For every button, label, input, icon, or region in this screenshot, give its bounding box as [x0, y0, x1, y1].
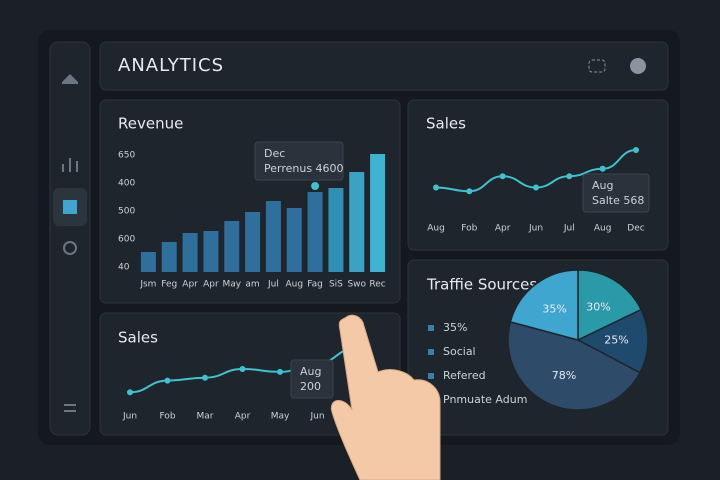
x-tick-label: Jun: [528, 224, 543, 234]
x-tick-label: Apr: [182, 280, 198, 290]
bar: [224, 221, 240, 272]
point: [239, 366, 246, 372]
legend-label: Pnmuate Adum: [443, 393, 527, 406]
tooltip: [254, 141, 344, 181]
bar: [161, 242, 177, 272]
point: [202, 374, 208, 381]
y-tick-label: 650: [118, 151, 135, 161]
panel-title: Sales: [426, 115, 466, 133]
x-tick-label: Aug: [285, 280, 303, 290]
panel-title: Sales: [118, 329, 158, 347]
pie-slice: [509, 269, 579, 341]
point: [277, 368, 283, 375]
point: [566, 173, 573, 180]
circle-icon[interactable]: [63, 241, 77, 255]
expand-icon[interactable]: [588, 59, 606, 73]
x-tick-label: Fag: [307, 280, 323, 290]
hand: [330, 314, 441, 480]
tooltip-title: Dec: [264, 147, 285, 160]
pie-slice: [507, 320, 641, 411]
pie-slice: [576, 308, 649, 374]
bar: [203, 231, 219, 272]
x-tick-label: May: [222, 280, 241, 290]
bar: [265, 201, 281, 272]
legend-label: Social: [443, 345, 476, 358]
tooltip-text: 200: [300, 380, 321, 393]
y-tick-label: 500: [118, 207, 135, 217]
slice-label: 78%: [552, 369, 576, 382]
tooltip: [290, 359, 334, 399]
tooltip: [582, 173, 650, 213]
bar: [286, 208, 302, 272]
x-tick-label: Aug: [427, 224, 445, 234]
x-tick-label: Feg: [161, 280, 177, 290]
x-tick-label: Fob: [461, 224, 477, 234]
x-tick-label: Jun: [309, 412, 324, 422]
x-tick-label: Jsm: [139, 280, 156, 290]
grid-icon: [63, 200, 77, 214]
slice-label: 35%: [542, 302, 566, 315]
x-tick-label: Apr: [203, 280, 219, 290]
bar: [245, 212, 261, 272]
point: [533, 184, 539, 191]
x-tick-label: Jun: [122, 412, 137, 422]
x-tick-label: Jul: [563, 224, 575, 234]
legend-label: 35%: [443, 321, 467, 334]
tooltip-text: Perrenus 4600: [264, 162, 344, 175]
x-tick-label: Rec: [369, 280, 385, 290]
x-tick-label: Mar: [197, 412, 214, 422]
bar: [370, 154, 386, 272]
pie-slice: [577, 269, 643, 342]
x-tick-label: Fob: [159, 412, 175, 422]
x-tick-label: Swo: [347, 280, 366, 290]
x-tick-label: May: [271, 412, 290, 422]
header-title: ANALYTICS: [118, 55, 224, 76]
y-tick-label: 600: [118, 235, 135, 245]
sidebar: [49, 41, 91, 436]
x-tick-label: Jul: [267, 280, 279, 290]
point: [433, 184, 439, 191]
bar: [307, 192, 323, 272]
chart-icon[interactable]: [62, 158, 78, 172]
point: [164, 377, 171, 384]
x-tick-label: Aug: [594, 224, 612, 234]
y-tick-label: 40: [118, 263, 130, 273]
highlight-dot: [311, 182, 320, 190]
legend-swatch: [428, 373, 434, 379]
slice-label: 25%: [604, 334, 628, 347]
tooltip-title: Aug: [592, 179, 613, 192]
bar: [328, 188, 344, 272]
point: [499, 173, 506, 180]
point: [127, 389, 133, 396]
slice-label: 30%: [586, 300, 610, 313]
panel-title: Revenue: [118, 115, 183, 133]
tooltip-title: Aug: [300, 365, 321, 378]
x-tick-label: am: [245, 280, 259, 290]
x-tick-label: Apr: [235, 412, 251, 422]
menu-icon[interactable]: [64, 404, 76, 412]
legend-label: Refered: [443, 369, 486, 382]
legend-swatch: [428, 349, 434, 355]
home-icon[interactable]: [62, 74, 78, 84]
bar: [182, 233, 198, 272]
legend-swatch: [428, 325, 434, 331]
header: [99, 41, 669, 91]
x-tick-label: SiS: [329, 280, 343, 290]
x-tick-label: Dec: [627, 224, 644, 234]
point: [466, 188, 473, 195]
tooltip-text: Salte 568: [592, 194, 644, 207]
point: [599, 165, 606, 172]
bar: [349, 172, 365, 272]
bar: [140, 252, 156, 272]
panel-title: Traffie Sources: [426, 276, 537, 294]
point: [633, 147, 639, 153]
x-tick-label: Apr: [495, 224, 511, 234]
theme-icon[interactable]: [630, 58, 646, 74]
y-tick-label: 400: [118, 179, 135, 189]
